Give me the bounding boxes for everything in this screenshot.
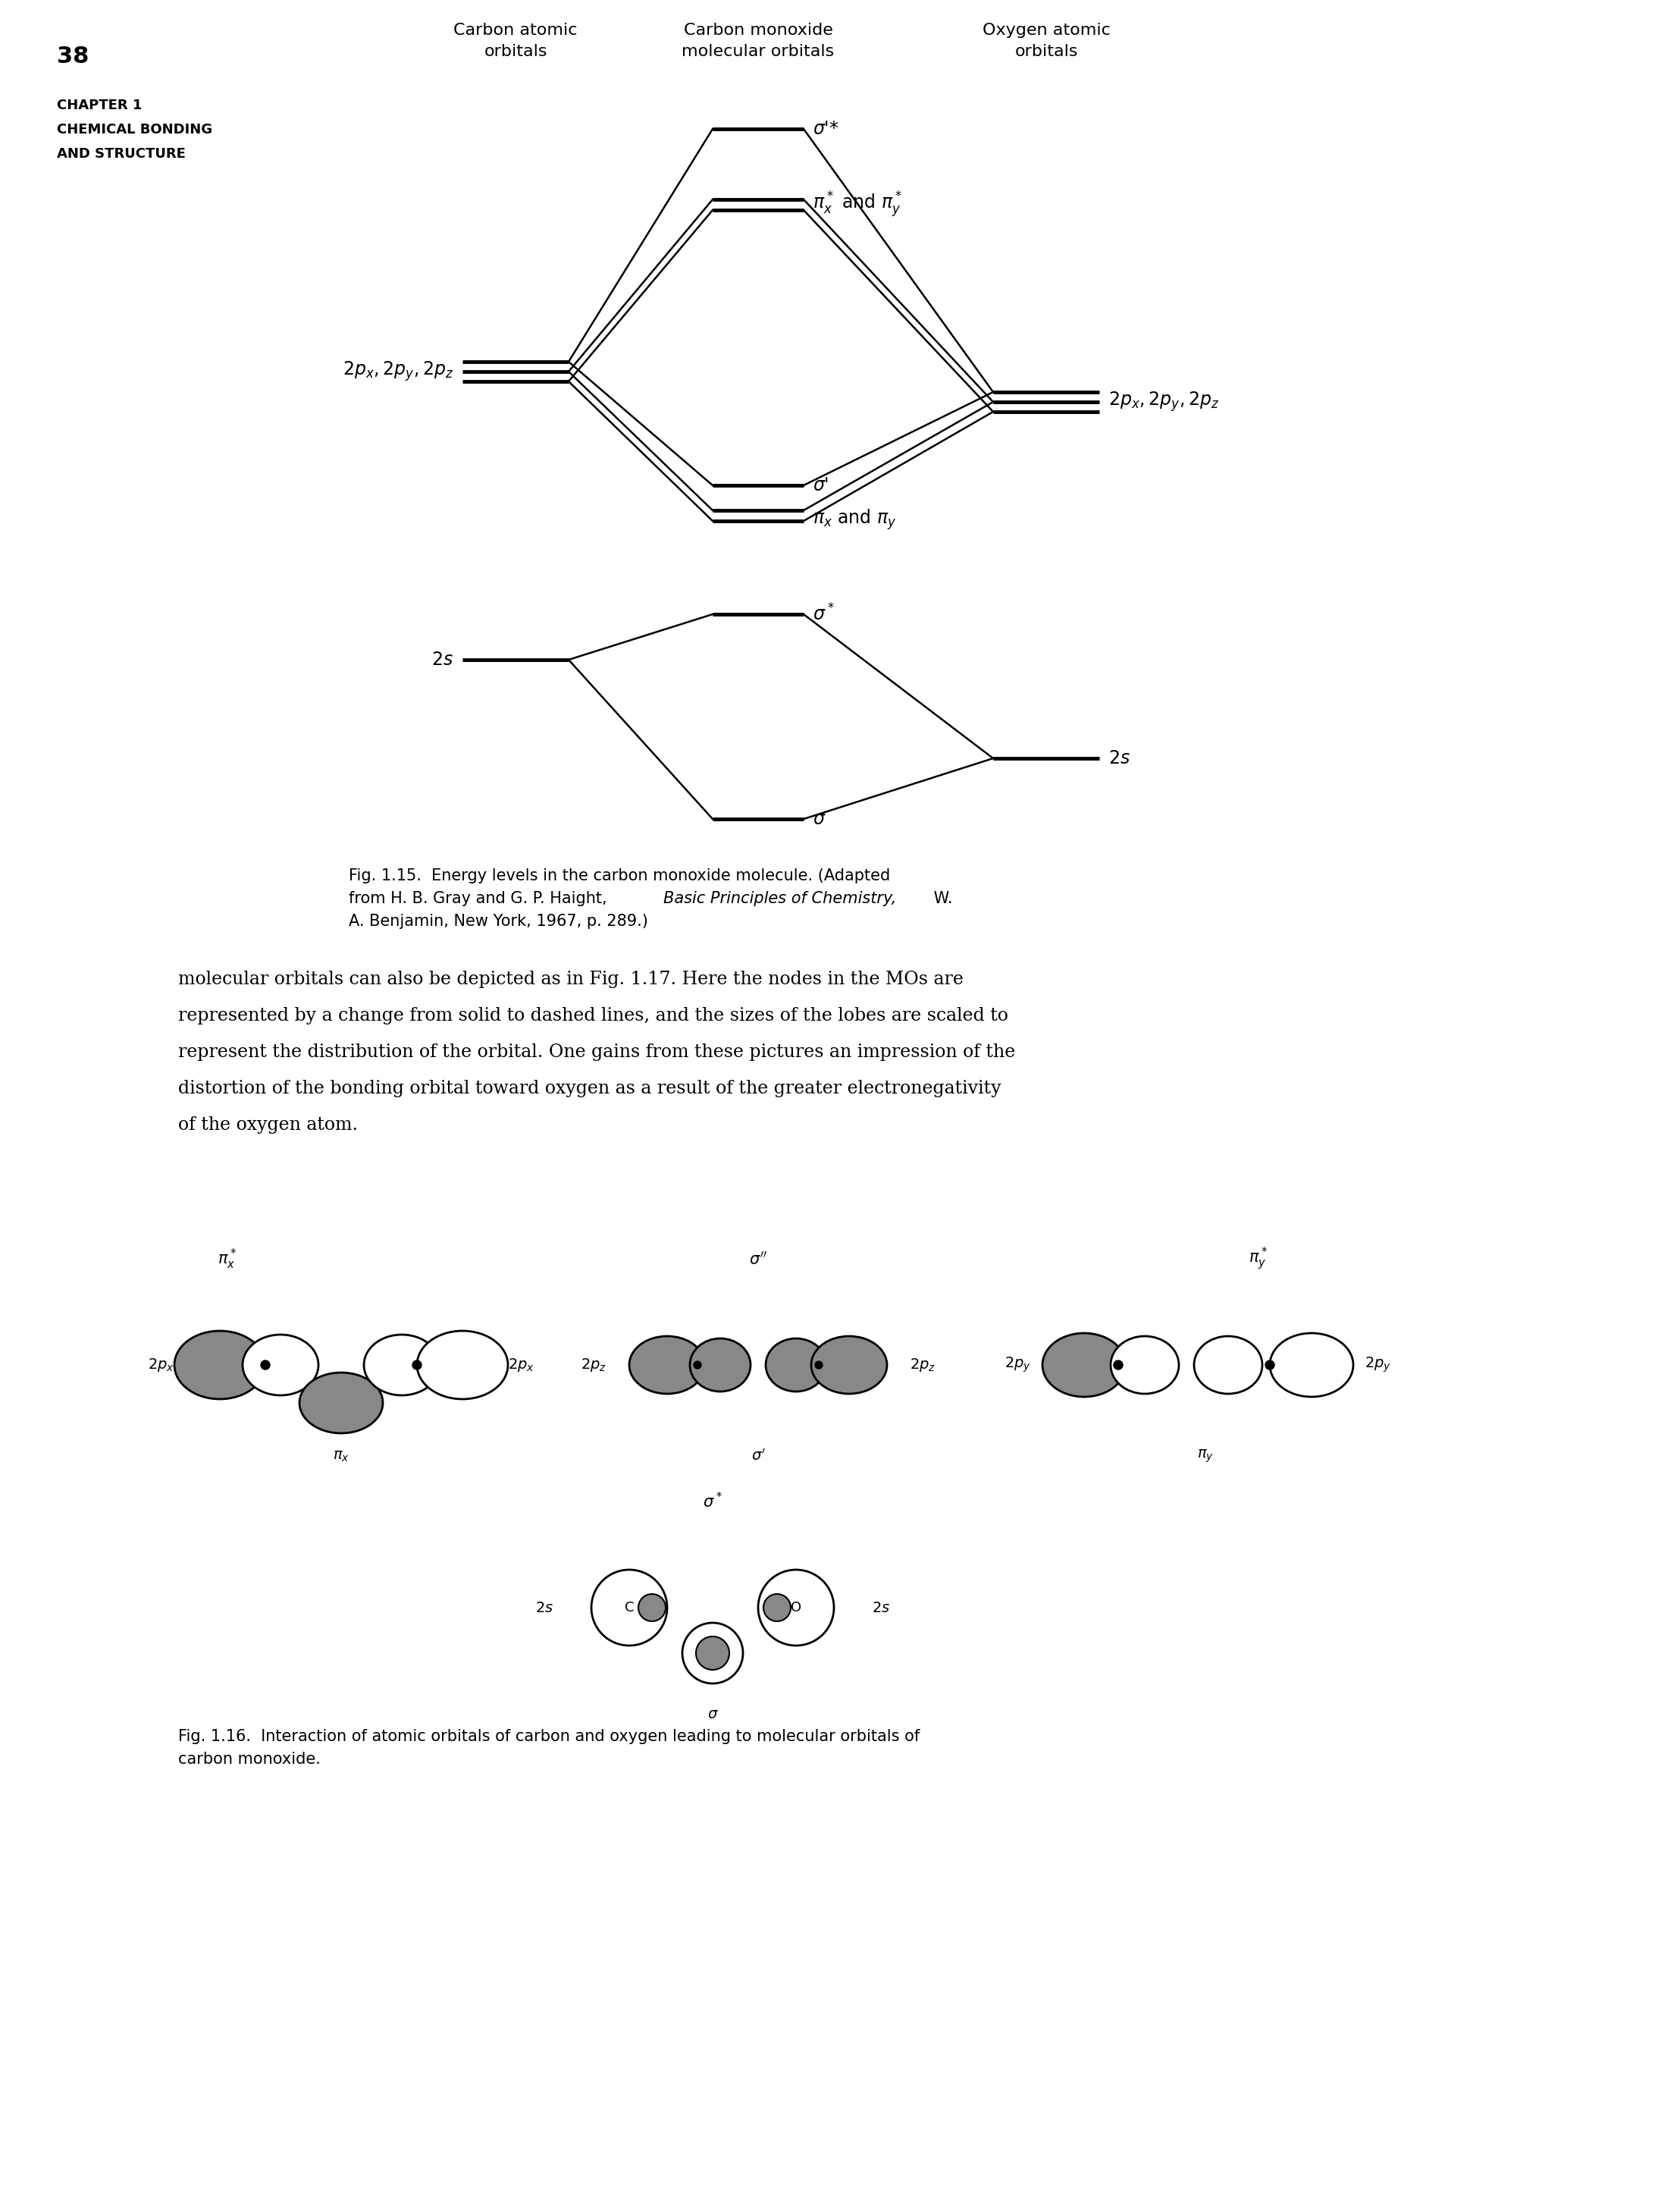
Text: $\sigma^*$: $\sigma^*$ — [813, 604, 835, 625]
Text: $\sigma''$: $\sigma''$ — [749, 1251, 768, 1266]
Text: represent the distribution of the orbital. One gains from these pictures an impr: represent the distribution of the orbita… — [178, 1043, 1015, 1061]
Circle shape — [815, 1360, 823, 1369]
Text: Carbon atomic: Carbon atomic — [454, 22, 578, 37]
Text: W.: W. — [929, 890, 953, 905]
Circle shape — [260, 1360, 270, 1369]
Text: Carbon monoxide: Carbon monoxide — [684, 22, 833, 37]
Text: $\pi_x^*$ and $\pi_y^*$: $\pi_x^*$ and $\pi_y^*$ — [813, 190, 902, 219]
Ellipse shape — [1042, 1334, 1126, 1397]
Text: $2s$: $2s$ — [432, 652, 454, 669]
Ellipse shape — [365, 1334, 440, 1395]
Text: $2s$: $2s$ — [536, 1601, 553, 1614]
Ellipse shape — [299, 1373, 383, 1432]
Ellipse shape — [175, 1332, 265, 1400]
Circle shape — [694, 1360, 701, 1369]
Text: carbon monoxide.: carbon monoxide. — [178, 1752, 321, 1767]
Text: C: C — [625, 1601, 633, 1614]
Text: represented by a change from solid to dashed lines, and the sizes of the lobes a: represented by a change from solid to da… — [178, 1006, 1008, 1024]
Ellipse shape — [811, 1336, 887, 1393]
Circle shape — [758, 1570, 833, 1645]
Circle shape — [1114, 1360, 1122, 1369]
Text: CHEMICAL BONDING: CHEMICAL BONDING — [57, 122, 212, 136]
Ellipse shape — [242, 1334, 319, 1395]
Text: $2p_z$: $2p_z$ — [911, 1356, 936, 1373]
Text: Fig. 1.15.  Energy levels in the carbon monoxide molecule. (Adapted: Fig. 1.15. Energy levels in the carbon m… — [349, 868, 890, 884]
Text: $2p_x, 2p_y, 2p_z$: $2p_x, 2p_y, 2p_z$ — [1109, 389, 1220, 413]
Circle shape — [682, 1623, 743, 1684]
Text: $\sigma$: $\sigma$ — [813, 809, 827, 829]
Ellipse shape — [1194, 1336, 1262, 1393]
Text: from H. B. Gray and G. P. Haight,: from H. B. Gray and G. P. Haight, — [349, 890, 612, 905]
Text: $\sigma^*$: $\sigma^*$ — [702, 1492, 722, 1511]
Circle shape — [1265, 1360, 1275, 1369]
Circle shape — [696, 1636, 729, 1671]
Text: $\sigma$: $\sigma$ — [707, 1706, 719, 1721]
Text: $2p_x$: $2p_x$ — [148, 1356, 175, 1373]
Text: $\pi_y^*$: $\pi_y^*$ — [1248, 1247, 1268, 1273]
Text: molecular orbitals: molecular orbitals — [682, 44, 835, 59]
Text: A. Benjamin, New York, 1967, p. 289.): A. Benjamin, New York, 1967, p. 289.) — [349, 914, 648, 929]
Text: $\sigma$'*: $\sigma$'* — [813, 120, 838, 138]
Text: Fig. 1.16.  Interaction of atomic orbitals of carbon and oxygen leading to molec: Fig. 1.16. Interaction of atomic orbital… — [178, 1730, 919, 1745]
Text: of the oxygen atom.: of the oxygen atom. — [178, 1115, 358, 1133]
Ellipse shape — [630, 1336, 706, 1393]
Text: $2p_z$: $2p_z$ — [581, 1356, 606, 1373]
Text: distortion of the bonding orbital toward oxygen as a result of the greater elect: distortion of the bonding orbital toward… — [178, 1080, 1001, 1098]
Text: $2p_y$: $2p_y$ — [1005, 1356, 1032, 1373]
Text: O: O — [791, 1601, 801, 1614]
Text: molecular orbitals can also be depicted as in Fig. 1.17. Here the nodes in the M: molecular orbitals can also be depicted … — [178, 971, 963, 989]
Text: 38: 38 — [57, 46, 89, 68]
Circle shape — [591, 1570, 667, 1645]
Text: $\pi_x^*$: $\pi_x^*$ — [218, 1247, 237, 1271]
Text: $2p_y$: $2p_y$ — [1364, 1356, 1391, 1373]
Text: Basic Principles of Chemistry,: Basic Principles of Chemistry, — [664, 890, 897, 905]
Circle shape — [412, 1360, 422, 1369]
Ellipse shape — [766, 1338, 827, 1391]
Text: $2p_x$: $2p_x$ — [507, 1356, 534, 1373]
Text: $2s$: $2s$ — [1109, 750, 1131, 768]
Ellipse shape — [1270, 1334, 1354, 1397]
Text: orbitals: orbitals — [484, 44, 548, 59]
Circle shape — [763, 1594, 791, 1621]
Ellipse shape — [1110, 1336, 1179, 1393]
Text: $\pi_x$ and $\pi_y$: $\pi_x$ and $\pi_y$ — [813, 507, 897, 531]
Circle shape — [638, 1594, 665, 1621]
Text: $\pi_y$: $\pi_y$ — [1198, 1448, 1213, 1463]
Text: $\pi_x$: $\pi_x$ — [333, 1448, 349, 1463]
Text: $2p_x, 2p_y, 2p_z$: $2p_x, 2p_y, 2p_z$ — [343, 361, 454, 383]
Ellipse shape — [417, 1332, 507, 1400]
Text: Oxygen atomic: Oxygen atomic — [983, 22, 1110, 37]
Text: CHAPTER 1: CHAPTER 1 — [57, 98, 143, 112]
Text: $\sigma$': $\sigma$' — [813, 477, 828, 494]
Text: orbitals: orbitals — [1015, 44, 1079, 59]
Text: $2s$: $2s$ — [872, 1601, 890, 1614]
Text: AND STRUCTURE: AND STRUCTURE — [57, 147, 186, 162]
Text: $\sigma'$: $\sigma'$ — [751, 1448, 766, 1463]
Ellipse shape — [690, 1338, 751, 1391]
